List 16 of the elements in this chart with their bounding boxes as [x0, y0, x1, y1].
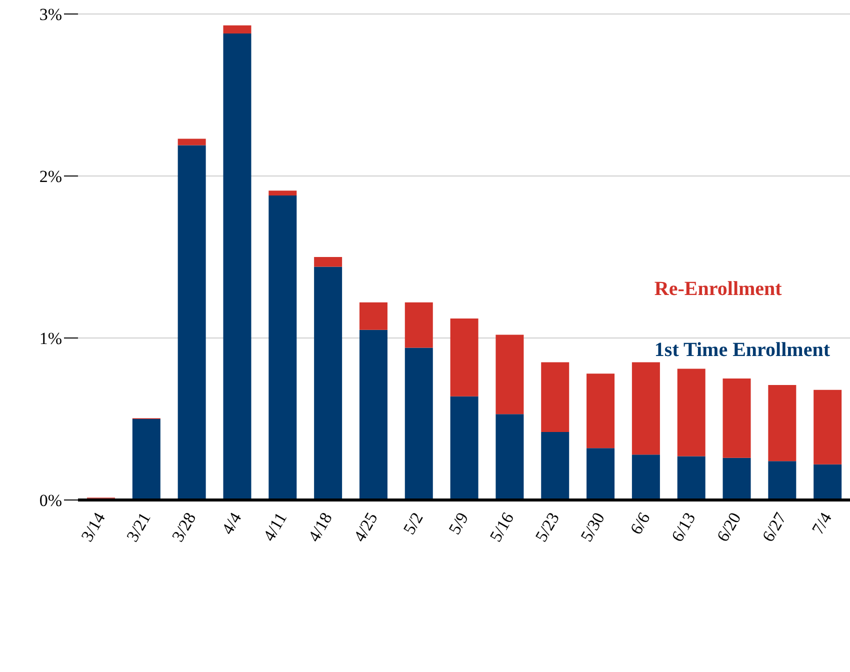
x-tick-label: 4/4 — [218, 508, 246, 538]
x-tick-label: 4/11 — [259, 509, 291, 544]
x-tick-label: 3/21 — [122, 509, 154, 545]
x-tick-label: 5/2 — [399, 509, 427, 538]
x-tick-label: 6/20 — [713, 509, 745, 545]
x-tick-label: 4/18 — [304, 509, 336, 545]
text: Re-Enrollment — [654, 278, 783, 301]
y-tick-label: 2% — [39, 167, 62, 186]
x-tick-label: 6/6 — [626, 509, 654, 538]
x-tick-label: 5/9 — [444, 509, 472, 538]
y-tick-label: 1% — [39, 329, 62, 348]
x-tick-label: 6/13 — [668, 509, 700, 545]
text: 1st Time Enrollment — [654, 339, 830, 362]
y-tick-label: 0% — [39, 491, 62, 510]
x-tick-label: 7/4 — [808, 508, 836, 538]
y-tick-label: 3% — [39, 5, 62, 24]
